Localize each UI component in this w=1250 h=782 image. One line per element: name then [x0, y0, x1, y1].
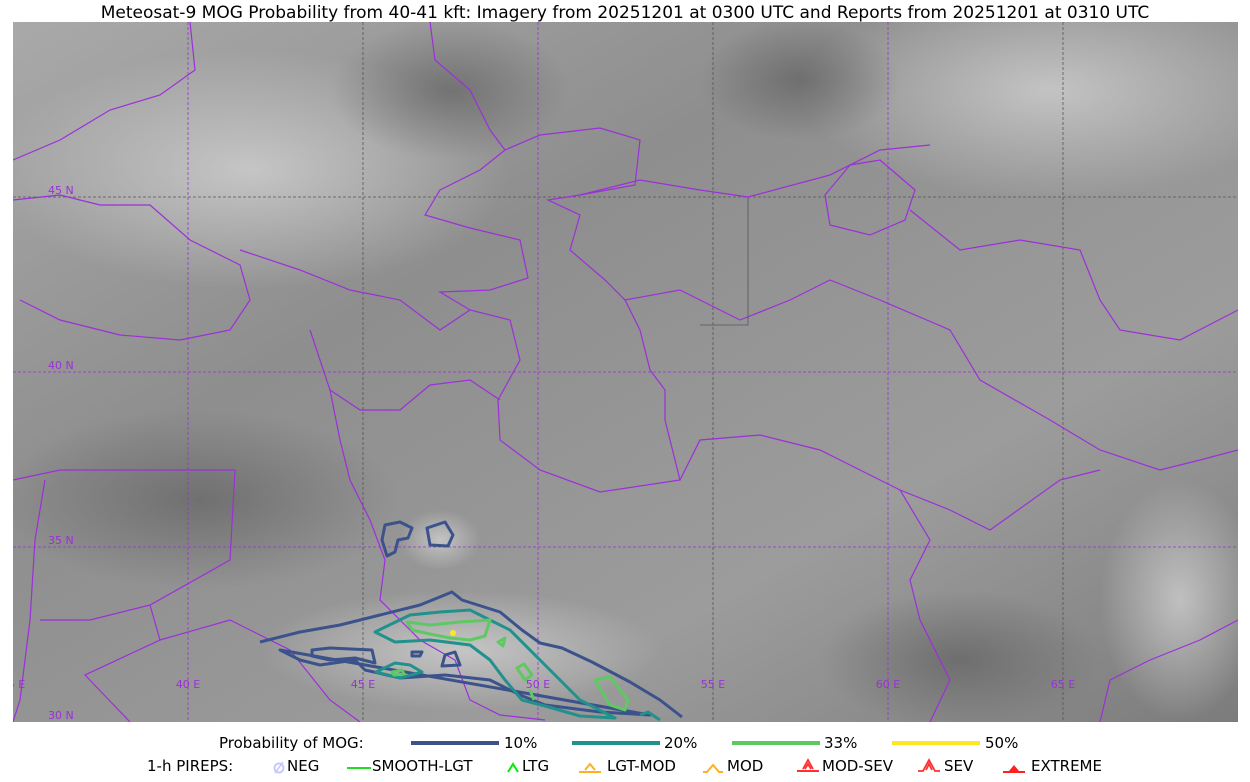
- dark-patch: [13, 410, 400, 590]
- dash-icon: [347, 767, 371, 769]
- mog-contours: [259, 520, 683, 722]
- lat-label: 30 N: [48, 709, 74, 722]
- border-line: [13, 22, 196, 161]
- pirep-legend: 1-h PIREPS: NEG SMOOTH-LGT LTG LGT-MOD M…: [0, 757, 1250, 777]
- contour-20pct: [374, 661, 424, 680]
- border-line: [329, 389, 546, 721]
- black-sea-coastline: [13, 194, 251, 341]
- contour-10pct: [310, 646, 377, 665]
- pirep-label-mod-sev: MOD-SEV: [822, 757, 893, 775]
- legend-swatch-10: [411, 741, 499, 745]
- aral-sea: [824, 159, 916, 236]
- lon-label: 60 E: [876, 678, 900, 691]
- legend-label-10: 10%: [504, 734, 538, 752]
- caspian-coastline: [424, 127, 681, 493]
- pirep-label-lgt-mod: LGT-MOD: [607, 757, 676, 775]
- lon-label: 35 E: [13, 678, 25, 691]
- pirep-label-smooth-lgt: SMOOTH-LGT: [372, 757, 473, 775]
- cloud-patch: [400, 510, 480, 570]
- border-line: [83, 604, 161, 722]
- border-line: [429, 22, 506, 151]
- pirep-label-neg: NEG: [287, 757, 320, 775]
- contour-20pct: [373, 608, 617, 720]
- contour-33pct: [593, 675, 630, 712]
- lat-label: 35 N: [48, 534, 74, 547]
- cloud-patch: [1100, 480, 1238, 720]
- legend-label-50: 50%: [985, 734, 1019, 752]
- lon-label: 55 E: [701, 678, 725, 691]
- lat-lon-grid: [13, 22, 1238, 722]
- caret-icon: [703, 763, 723, 773]
- mog-legend-title: Probability of MOG:: [219, 734, 364, 752]
- legend-swatch-33: [732, 741, 820, 745]
- cloud-patch: [800, 22, 1238, 200]
- contour-33pct: [405, 618, 492, 642]
- dark-patch: [330, 22, 570, 160]
- neg-circle-icon: [273, 761, 285, 774]
- contour-33pct: [390, 636, 536, 701]
- map-title: Meteosat-9 MOG Probability from 40-41 kf…: [100, 3, 1150, 23]
- border-line: [239, 249, 471, 331]
- contour-10pct: [410, 650, 462, 668]
- pirep-label-extreme: EXTREME: [1031, 757, 1102, 775]
- pirep-label-sev: SEV: [944, 757, 974, 775]
- border-line: [909, 209, 1238, 341]
- pirep-label-ltg: LTG: [522, 757, 550, 775]
- mog-legend: Probability of MOG: 10% 20% 33% 50%: [0, 734, 1250, 754]
- contour-10pct: [425, 520, 455, 548]
- caret-bar-icon: [579, 762, 601, 773]
- legend-label-20: 20%: [664, 734, 698, 752]
- caret-icon: [507, 762, 519, 773]
- filled-triangle-icon: [1003, 765, 1025, 773]
- pirep-legend-title: 1-h PIREPS:: [147, 757, 234, 775]
- border-line: [899, 489, 951, 722]
- dark-patch: [700, 22, 900, 140]
- lon-label: 45 E: [351, 678, 375, 691]
- border-line: [679, 434, 1101, 531]
- legend-label-33: 33%: [824, 734, 858, 752]
- lon-label: 40 E: [176, 678, 200, 691]
- contour-10pct: [380, 520, 414, 558]
- border-line: [1099, 619, 1238, 722]
- double-caret-icon: [918, 758, 940, 772]
- lat-label: 45 N: [48, 184, 74, 197]
- lon-label: 50 E: [526, 678, 550, 691]
- lat-label: 40 N: [48, 359, 74, 372]
- border-line: [13, 479, 46, 722]
- double-caret-bar-icon: [797, 758, 819, 772]
- pirep-label-mod: MOD: [727, 757, 764, 775]
- legend-swatch-20: [572, 741, 660, 745]
- legend-swatch-50: [892, 741, 980, 745]
- dark-patch: [820, 590, 1100, 722]
- border-line: [13, 469, 236, 621]
- border-line: [624, 279, 1238, 471]
- contour-50pct: [450, 630, 456, 636]
- contour-20pct: [639, 710, 661, 722]
- political-borders: [13, 22, 1238, 722]
- lon-label: 65 E: [1051, 678, 1075, 691]
- border-line: [700, 197, 749, 326]
- border-line: [159, 619, 361, 722]
- satellite-map: 35 E 40 E 45 E 50 E 55 E 60 E 65 E 45 N 40 N 35 N…: [13, 22, 1238, 722]
